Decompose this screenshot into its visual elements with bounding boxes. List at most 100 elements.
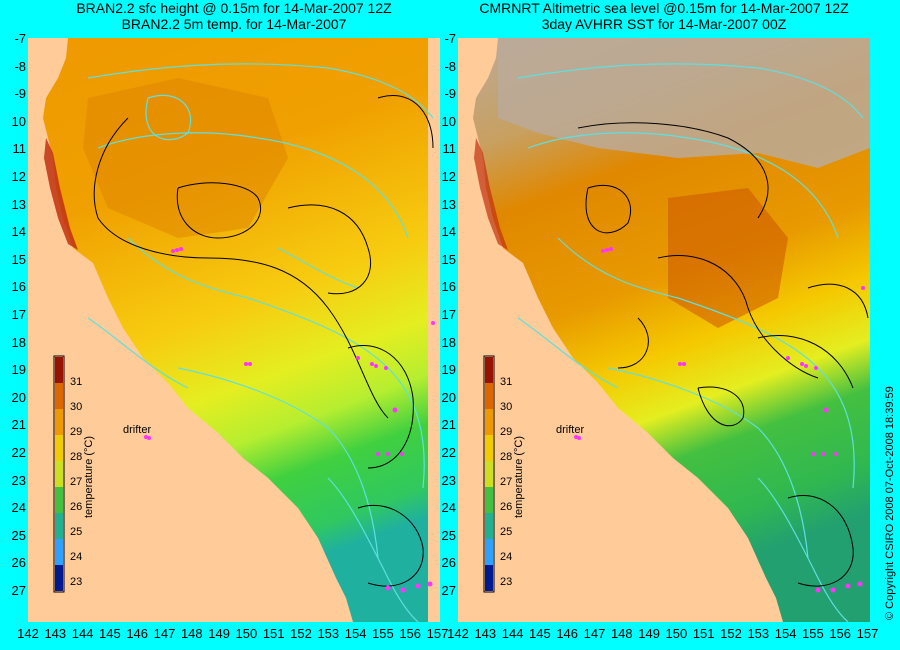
latitude-tick: -7 bbox=[444, 31, 456, 46]
colorbar-tick: 26 bbox=[70, 501, 82, 513]
latitude-tick: 21 bbox=[441, 417, 456, 433]
latitude-tick: 27 bbox=[11, 583, 26, 598]
longitude-tick: 151 bbox=[692, 626, 715, 641]
latitude-tick: 24 bbox=[11, 500, 26, 516]
coastal-warm-band bbox=[474, 138, 508, 250]
latitude-tick: 23 bbox=[11, 472, 26, 488]
latitude-tick: 25 bbox=[441, 527, 456, 543]
latitude-tick: 22 bbox=[11, 445, 26, 460]
longitude-tick: 144 bbox=[501, 626, 524, 641]
copyright-text: © Copyright CSIRO 2008 07-Oct-2008 18:39… bbox=[884, 386, 896, 620]
colorbar-label: temperature (°C) bbox=[513, 436, 525, 518]
latitude-tick: 17 bbox=[441, 307, 456, 322]
longitude-tick: 153 bbox=[317, 626, 340, 641]
latitude-tick: 26 bbox=[441, 555, 456, 571]
left-colorbar bbox=[53, 355, 65, 593]
hot-patch bbox=[668, 188, 788, 328]
coastal-warm-band bbox=[44, 138, 78, 250]
longitude-tick: 142 bbox=[17, 626, 39, 641]
longitude-tick: 155 bbox=[802, 626, 824, 641]
colorbar-tick: 25 bbox=[500, 526, 512, 538]
colorbar-tick: 23 bbox=[500, 576, 512, 588]
right-colorbar-ticks: 31 30 29 28 27 26 25 24 23 bbox=[500, 376, 512, 588]
latitude-tick: 24 bbox=[441, 500, 456, 516]
colorbar-tick: 31 bbox=[70, 376, 82, 388]
colorbar-label: temperature (°C) bbox=[83, 436, 95, 518]
latitude-tick: 25 bbox=[11, 527, 26, 543]
drifter-tracks bbox=[574, 247, 865, 593]
latitude-tick: 18 bbox=[441, 334, 456, 350]
right-colorbar bbox=[483, 355, 495, 593]
latitude-tick: -9 bbox=[444, 86, 456, 102]
drifter-label: drifter bbox=[556, 424, 584, 436]
longitude-tick: 147 bbox=[153, 626, 176, 641]
right-title-line1: CMRNRT Altimetric sea level @0.15m for 1… bbox=[479, 0, 849, 16]
latitude-tick: 15 bbox=[441, 251, 456, 267]
left-map-svg bbox=[28, 38, 440, 622]
colorbar-tick: 30 bbox=[500, 401, 512, 413]
latitude-tick: 27 bbox=[441, 583, 456, 598]
right-panel-title: CMRNRT Altimetric sea level @0.15m for 1… bbox=[458, 0, 870, 32]
longitude-tick: 149 bbox=[638, 626, 660, 641]
latitude-tick: 11 bbox=[12, 141, 27, 157]
gulf-warm-patch bbox=[83, 78, 288, 238]
longitude-tick: 152 bbox=[290, 626, 312, 641]
latitude-tick: 21 bbox=[11, 417, 26, 433]
colorbar-frame bbox=[483, 355, 495, 593]
latitude-tick: 12 bbox=[441, 169, 456, 184]
longitude-tick: 145 bbox=[99, 626, 121, 641]
latitude-tick: 15 bbox=[11, 251, 26, 267]
colorbar-tick: 27 bbox=[70, 476, 82, 488]
latitude-tick: 20 bbox=[441, 389, 456, 405]
longitude-tick: 142 bbox=[447, 626, 469, 641]
longitude-tick: 149 bbox=[208, 626, 230, 641]
right-map-svg bbox=[458, 38, 870, 622]
right-title-line2: 3day AVHRR SST for 14-Mar-2007 00Z bbox=[541, 16, 787, 32]
latitude-tick: 23 bbox=[441, 472, 456, 488]
colorbar-tick: 31 bbox=[500, 376, 512, 388]
longitude-tick: 156 bbox=[399, 626, 422, 641]
colorbar-tick: 30 bbox=[70, 401, 82, 413]
longitude-tick: 156 bbox=[829, 626, 852, 641]
right-map-panel bbox=[458, 38, 870, 622]
left-legend: 31 30 29 28 27 26 25 24 23 temperature (°C) drif… bbox=[53, 355, 151, 593]
longitude-tick: 148 bbox=[610, 626, 633, 641]
longitude-tick: 147 bbox=[583, 626, 606, 641]
latitude-tick: -8 bbox=[444, 58, 456, 74]
cyan-contours bbox=[517, 63, 864, 622]
right-legend: 31 30 29 28 27 26 25 24 23 temperature (°C) drif… bbox=[483, 355, 584, 593]
longitude-tick: 151 bbox=[262, 626, 285, 641]
colorbar-tick: 29 bbox=[70, 426, 82, 438]
left-map-panel bbox=[28, 38, 440, 622]
longitude-tick: 152 bbox=[720, 626, 742, 641]
sea-area bbox=[473, 38, 870, 622]
latitude-tick: 14 bbox=[11, 224, 26, 240]
latitude-tick: -9 bbox=[14, 86, 26, 102]
left-panel-title: BRAN2.2 sfc height @ 0.15m for 14-Mar-20… bbox=[28, 0, 440, 32]
longitude-tick: 150 bbox=[665, 626, 688, 641]
latitude-tick: 10 bbox=[11, 113, 26, 129]
latitude-tick: 17 bbox=[11, 307, 26, 322]
longitude-tick: 157 bbox=[426, 626, 449, 641]
latitude-tick: 12 bbox=[11, 169, 26, 184]
left-title-line2: BRAN2.2 5m temp. for 14-Mar-2007 bbox=[121, 16, 347, 32]
latitude-tick: 13 bbox=[11, 196, 26, 212]
longitude-tick: 143 bbox=[44, 626, 67, 641]
latitude-tick: -8 bbox=[14, 58, 26, 74]
colorbar-frame bbox=[53, 355, 65, 593]
longitude-tick: 146 bbox=[126, 626, 149, 641]
left-colorbar-ticks: 31 30 29 28 27 26 25 24 23 bbox=[70, 376, 82, 588]
longitude-tick: 154 bbox=[774, 626, 797, 641]
colorbar-tick: 27 bbox=[500, 476, 512, 488]
longitude-tick: 150 bbox=[235, 626, 258, 641]
black-contours bbox=[577, 122, 869, 587]
longitude-tick: 157 bbox=[856, 626, 879, 641]
latitude-tick: 10 bbox=[441, 113, 456, 129]
longitude-tick: 153 bbox=[747, 626, 770, 641]
east-land-strip bbox=[428, 38, 440, 622]
longitude-tick: 144 bbox=[71, 626, 94, 641]
latitude-tick: 19 bbox=[11, 362, 26, 378]
cyan-contours bbox=[87, 63, 434, 622]
left-title-line1: BRAN2.2 sfc height @ 0.15m for 14-Mar-20… bbox=[76, 0, 392, 16]
latitude-tick: 13 bbox=[441, 196, 456, 212]
